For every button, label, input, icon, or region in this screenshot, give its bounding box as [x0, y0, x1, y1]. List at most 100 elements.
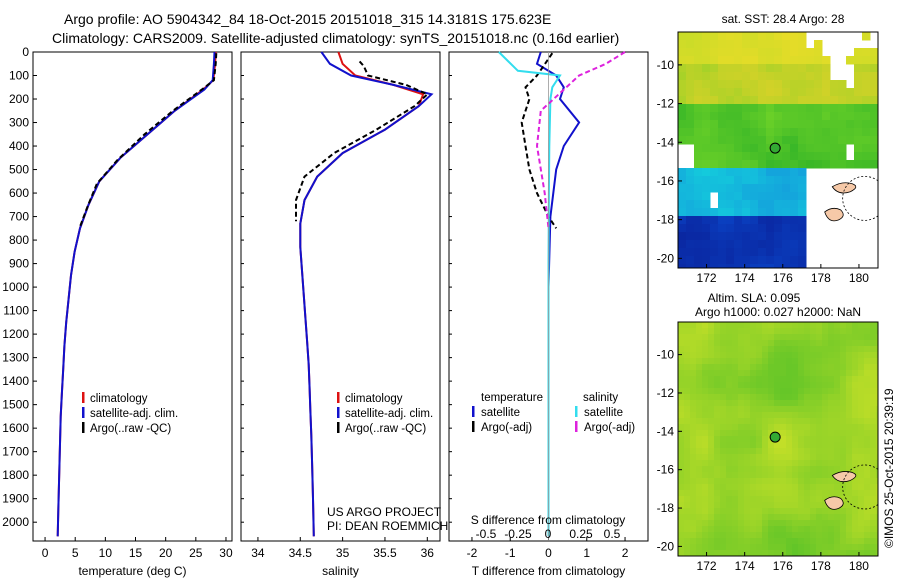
x2-tick-label: -0.5: [476, 527, 497, 541]
x-tick-label: 5: [72, 546, 79, 560]
x-axis-label: temperature (deg C): [78, 564, 186, 578]
argo-float-marker: [769, 142, 781, 154]
imos-watermark: ©IMOS 25-Oct-2015 20:39:19: [882, 388, 896, 548]
y-tick-label: -18: [657, 213, 675, 227]
argo-float-marker: [769, 431, 781, 443]
argo-height-title: Argo h1000: 0.027 h2000: NaN: [695, 305, 861, 319]
plot-frame: [240, 51, 441, 542]
series-t-satellite: [535, 51, 581, 537]
legend-swatch: [337, 422, 340, 433]
legend-swatch: [472, 421, 475, 432]
legend-title-salinity: salinity: [583, 392, 618, 404]
legend-swatch: [82, 392, 85, 403]
y-tick-label: -10: [657, 58, 675, 72]
legend-label: climatology: [345, 393, 403, 405]
y-tick-label: -16: [657, 463, 675, 477]
y-tick-label: 300: [9, 116, 29, 130]
reef-outline: [842, 175, 878, 221]
x-tick-label: 2: [622, 546, 629, 560]
y-tick-label: 1200: [2, 327, 29, 341]
sla-frame: [677, 321, 879, 557]
y-tick-label: 600: [9, 186, 29, 200]
legend-label: satellite: [481, 407, 520, 419]
y-tick-label: 1100: [3, 304, 29, 318]
series-satellite: [299, 51, 434, 537]
x2-tick-label: 0.5: [604, 527, 621, 541]
x-tick-label: 1: [583, 546, 590, 560]
x-tick-label: 172: [697, 559, 717, 573]
x-tick-label: 174: [735, 271, 755, 285]
legend-swatch: [82, 407, 85, 418]
y-tick-label: 800: [9, 233, 29, 247]
sst-frame: [677, 31, 879, 269]
header-line2: Climatology: CARS2009. Satellite-adjuste…: [52, 30, 619, 46]
legend-label: Argo(-adj): [481, 422, 532, 434]
header-line1: Argo profile: AO 5904342_84 18-Oct-2015 …: [64, 11, 551, 27]
x-tick-label: 36: [421, 546, 435, 560]
y-tick-label: 1700: [2, 445, 29, 459]
y-tick-label: 500: [9, 163, 29, 177]
difference-chart: -2 -1 0 1 2 T difference from climatology S di…: [448, 51, 649, 578]
y-tick-label: -20: [657, 251, 675, 265]
legend-swatch: [337, 392, 340, 403]
sst-grid: [678, 32, 878, 268]
y-tick-label: -14: [657, 135, 675, 149]
legend-swatch: [82, 422, 85, 433]
y-tick-label: -12: [657, 97, 675, 111]
legend-label: satellite-adj. clim.: [345, 408, 433, 420]
x-tick-label: 0: [42, 546, 49, 560]
y-tick-label: 1400: [2, 374, 29, 388]
series-argo: [295, 60, 430, 222]
land-island: [831, 471, 857, 483]
x-tick-label: 178: [811, 559, 831, 573]
x-tick-label: 25: [189, 546, 203, 560]
sst-title: sat. SST: 28.4 Argo: 28: [722, 12, 845, 26]
x-tick-label: 10: [99, 546, 113, 560]
y-tick-label: 1300: [2, 351, 29, 365]
y-tick-label: 900: [9, 257, 29, 271]
x2-tick-label: 0: [545, 527, 552, 541]
legend-swatch: [337, 407, 340, 418]
legend-label: Argo(..raw -QC): [345, 423, 426, 435]
x2-axis-label: S difference from climatology: [471, 513, 626, 527]
x-tick-label: 180: [849, 271, 869, 285]
x-tick-label: 0: [545, 546, 552, 560]
x-tick-label: 176: [773, 559, 793, 573]
land-island: [824, 496, 844, 510]
x-tick-label: 172: [697, 271, 717, 285]
x-tick-label: -1: [505, 546, 516, 560]
series-s-argo: [535, 51, 626, 229]
sst-map: sat. SST: 28.4 Argo: 28 172 174 176 178 180 -1…: [657, 12, 879, 285]
legend-label: satellite-adj. clim.: [90, 408, 178, 420]
x-tick-label: 35.5: [373, 546, 397, 560]
series-s-satellite: [498, 51, 562, 537]
legend-label: Argo(..raw -QC): [90, 423, 171, 435]
series-climatology: [56, 51, 217, 537]
annotation-project: US ARGO PROJECT: [327, 505, 442, 519]
legend-title-temperature: temperature: [481, 392, 543, 404]
y-tick-label: 1800: [2, 468, 29, 482]
x-tick-label: 34.5: [289, 546, 313, 560]
y-tick-label: 1500: [2, 398, 29, 412]
y-tick-label: 400: [9, 139, 29, 153]
y-tick-label: 1900: [2, 492, 29, 506]
y-tick-label: -10: [657, 348, 675, 362]
legend-label: satellite: [584, 407, 623, 419]
x-tick-label: 15: [129, 546, 143, 560]
y-tick-label: -12: [657, 386, 675, 400]
x2-tick-label: 0.25: [569, 527, 593, 541]
sla-title: Altim. SLA: 0.095: [708, 291, 801, 305]
x-tick-label: 35: [336, 546, 350, 560]
y-tick-label: -14: [657, 424, 675, 438]
plot-frame: [32, 51, 233, 542]
x-tick-label: 34: [251, 546, 265, 560]
y-tick-label: 1000: [2, 280, 29, 294]
x-tick-label: 176: [773, 271, 793, 285]
x-axis-label: T difference from climatology: [472, 564, 626, 578]
y-tick-label: 2000: [2, 515, 29, 529]
y-tick-label: 1600: [2, 421, 29, 435]
sla-grid: [678, 322, 878, 556]
x-axis-label: salinity: [322, 564, 359, 578]
y-tick-label: -20: [657, 539, 675, 553]
